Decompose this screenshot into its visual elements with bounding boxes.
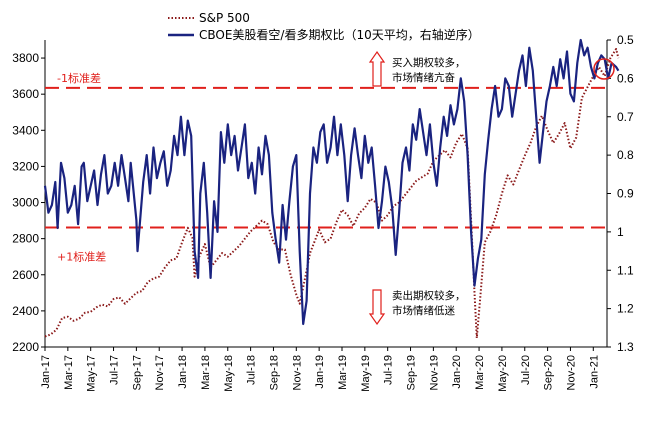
x-axis-tick-label: May-20 (497, 355, 509, 392)
right-axis-tick-label: 0.8 (617, 148, 634, 162)
left-axis-tick-label: 2600 (12, 268, 39, 282)
x-axis-tick-label: Jul-18 (246, 355, 258, 385)
legend-label-putcall: CBOE美股看空/看多期权比（10天平均，右轴逆序） (199, 27, 480, 42)
up-arrow-icon (368, 50, 386, 87)
left-axis-tick-label: 3600 (12, 87, 39, 101)
right-axis-tick-label: 1.1 (617, 263, 634, 277)
annotation-text: 买入期权较多， (392, 56, 466, 69)
left-axis-tick-label: 2200 (12, 340, 39, 354)
right-axis-tick-label: 1 (617, 225, 624, 239)
legend: S&P 500 CBOE美股看空/看多期权比（10天平均，右轴逆序） (168, 11, 480, 42)
series-line-putcall (43, 38, 620, 326)
x-axis-tick-label: Nov-19 (428, 355, 440, 390)
x-axis-tick-label: Nov-18 (291, 355, 303, 390)
legend-label-sp500: S&P 500 (199, 11, 250, 25)
left-axis-tick-label: 3400 (12, 123, 39, 137)
series-layer (43, 38, 620, 339)
x-axis-tick-label: May-18 (223, 355, 235, 392)
right-axis-tick-label: 0.6 (617, 71, 634, 85)
right-axis-tick-label: 0.5 (617, 33, 634, 47)
std-dev-label: -1标准差 (57, 71, 101, 85)
x-axis-tick-label: May-19 (360, 355, 372, 392)
x-axis-tick-label: Jan-17 (40, 355, 52, 389)
x-axis-tick-label: Jan-20 (451, 355, 463, 389)
std-dev-label: +1标准差 (57, 249, 106, 263)
right-axis-tick-label: 1.2 (617, 302, 634, 316)
reference-lines: -1标准差 +1标准差 (45, 71, 607, 263)
x-axis-tick-label: Jul-20 (520, 355, 532, 385)
right-axis-tick-label: 0.9 (617, 187, 634, 201)
series-line-sp500 (44, 48, 620, 339)
x-axis-tick-label: Jan-18 (177, 355, 189, 389)
annotation-text: 市场情绪低迷 (392, 304, 455, 317)
x-axis-tick-label: Mar-19 (337, 355, 349, 390)
x-axis-tick-label: Jan-21 (588, 355, 600, 389)
x-axis-tick-label: May-17 (86, 355, 98, 392)
x-axis-tick-label: Jan-19 (314, 355, 326, 389)
x-axis-tick-label: Sep-19 (406, 355, 418, 390)
x-axis-tick-label: Mar-18 (200, 355, 212, 390)
right-axis-tick-label: 1.3 (617, 340, 634, 354)
x-axis-tick-label: Sep-18 (268, 355, 280, 390)
axes-layer: 2200 2400 2600 2800 3000 3200 3400 3600 3800 0.5 0… (12, 33, 634, 392)
annotation-text: 卖出期权较多， (392, 289, 466, 302)
right-axis-tick-label: 0.7 (617, 110, 634, 124)
x-axis-tick-label: Sep-17 (131, 355, 143, 390)
highlight-circle (593, 58, 615, 80)
x-axis-tick-label: Sep-20 (543, 355, 555, 390)
x-axis-tick-label: Nov-20 (565, 355, 577, 390)
x-axis-tick-label: Nov-17 (154, 355, 166, 390)
left-axis-tick-label: 2800 (12, 232, 39, 246)
left-axis-tick-label: 3800 (12, 51, 39, 65)
x-axis-tick-label: Jul-19 (383, 355, 395, 385)
annotation-text: 市场情绪亢奋 (392, 71, 455, 84)
x-axis-tick-label: Jul-17 (109, 355, 121, 385)
left-axis-tick-label: 2400 (12, 304, 39, 318)
down-arrow-icon (368, 289, 386, 326)
left-axis-tick-label: 3200 (12, 159, 39, 173)
x-axis-tick-label: Mar-20 (474, 355, 486, 390)
x-axis-tick-label: Mar-17 (63, 355, 75, 390)
left-axis-tick-label: 3000 (12, 196, 39, 210)
